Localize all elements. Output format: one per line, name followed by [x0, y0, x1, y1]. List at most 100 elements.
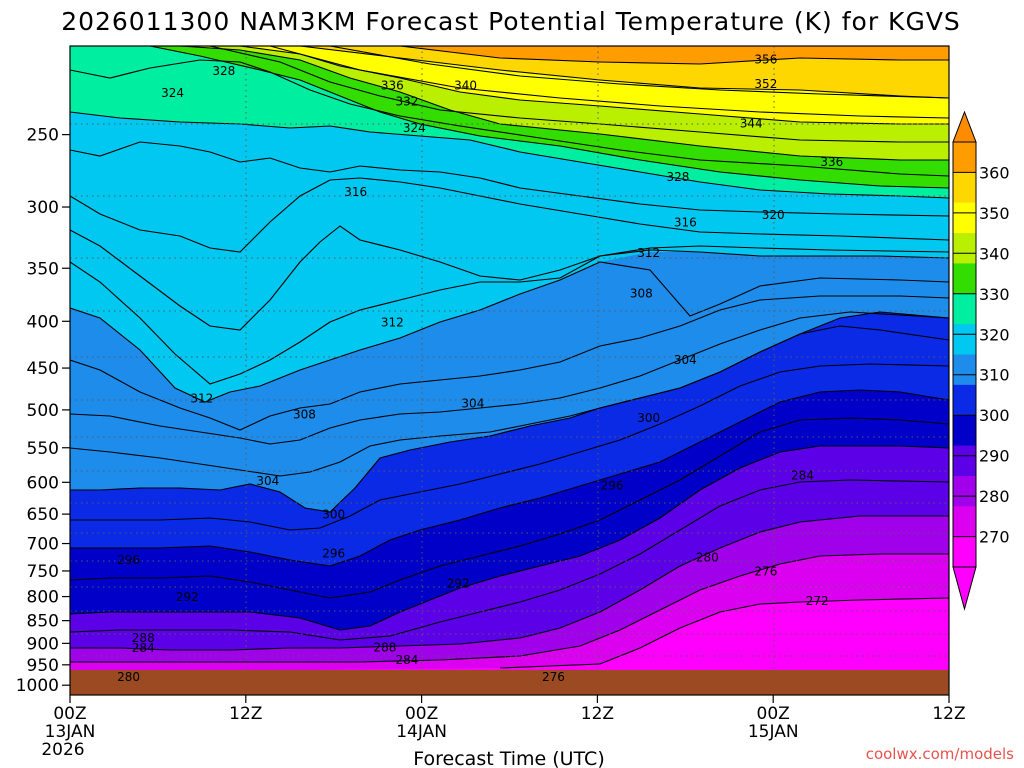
- colorbar-swatch: [953, 263, 976, 295]
- contour-label: 308: [293, 408, 316, 422]
- contour-line: [239, 46, 949, 125]
- contour-label: 308: [630, 287, 653, 301]
- contour-label: 304: [256, 474, 279, 488]
- contour-line: [149, 46, 949, 189]
- contour-label: 272: [806, 594, 829, 608]
- contour-label: 312: [190, 392, 213, 406]
- y-tick-label: 400: [27, 312, 59, 332]
- contour-label: 332: [395, 95, 418, 109]
- colorbar-swatch: [953, 324, 976, 355]
- contour-line: [70, 325, 949, 513]
- y-tick-label: 350: [27, 259, 59, 279]
- contour-label: 304: [461, 397, 484, 411]
- credit-link[interactable]: coolwx.com/models: [866, 745, 1014, 763]
- contour-line: [70, 311, 949, 445]
- colorbar-swatch: [953, 506, 976, 538]
- contour-label: 352: [754, 77, 777, 91]
- x-tick-label: 00Z: [757, 704, 790, 724]
- y-tick-label: 800: [27, 588, 59, 608]
- colorbar-label: 280: [979, 487, 1010, 506]
- contour-label: 288: [374, 641, 397, 655]
- contour-label: 344: [740, 116, 763, 130]
- contour-label: 284: [395, 653, 418, 667]
- contour-line: [70, 177, 949, 253]
- contour-label: 284: [791, 469, 814, 483]
- contour-label: 340: [454, 79, 477, 93]
- colorbar-label: 310: [979, 366, 1010, 385]
- contour-line: [70, 479, 949, 641]
- y-tick-label: 750: [27, 562, 59, 582]
- contour-line: [499, 597, 949, 669]
- colorbar-swatch: [953, 475, 976, 507]
- x-tick-label: 12Z: [932, 704, 965, 724]
- y-tick-label: 900: [27, 634, 59, 654]
- colorbar-swatch: [953, 233, 976, 264]
- contour-line: [70, 249, 949, 385]
- colorbar-arrow-top: [952, 110, 977, 143]
- contour-line: [70, 389, 949, 567]
- colorbar-swatch: [953, 354, 976, 386]
- contour-label: 296: [601, 479, 624, 493]
- y-tick-label: 850: [27, 612, 59, 632]
- contour-label: 296: [117, 553, 140, 567]
- contour-line: [399, 46, 949, 65]
- contour-label: 280: [696, 550, 719, 564]
- y-axis: 2503003504004505005506006507007508008509…: [16, 126, 70, 696]
- colorbar-label: 350: [979, 204, 1010, 223]
- colorbar-label: 340: [979, 244, 1010, 263]
- colorbar-swatch: [953, 445, 976, 477]
- colorbar-label: 330: [979, 285, 1010, 304]
- contour-lines: [70, 46, 949, 669]
- plot-area: 356 352 344 336 328 340 336 332 328 324 324 316 320 3…: [70, 46, 949, 695]
- contour-line: [70, 261, 949, 403]
- ground-surface: [70, 670, 949, 695]
- contour-label: 288: [132, 631, 155, 645]
- contour-label: 328: [667, 170, 690, 184]
- contour-line: [70, 363, 949, 531]
- colorbar-label: 320: [979, 325, 1010, 344]
- contour-label: 300: [637, 411, 660, 425]
- contour-label: 284: [132, 641, 155, 655]
- colorbar-swatch: [953, 415, 976, 447]
- contour-label: 276: [754, 564, 777, 578]
- contour-label: 324: [161, 86, 184, 100]
- contour-line: [70, 553, 949, 663]
- contour-label: 316: [674, 216, 697, 230]
- contour-line: [70, 295, 949, 431]
- x-tick-label: 00Z: [53, 704, 86, 724]
- contour-label: 320: [762, 208, 785, 222]
- colorbar-swatch: [953, 293, 976, 325]
- contour-label: 280: [117, 670, 140, 684]
- contour-line: [70, 417, 949, 599]
- y-tick-label: 300: [27, 198, 59, 218]
- contour-labels: 356 352 344 336 328 340 336 332 328 324 324 316 320 3…: [117, 53, 843, 685]
- contour-line: [70, 111, 949, 199]
- contour-label: 328: [212, 64, 235, 78]
- colorbar-swatch: [953, 142, 976, 173]
- contour-line: [70, 225, 949, 331]
- contour-label: 316: [344, 185, 367, 199]
- contour-label: 356: [754, 53, 777, 67]
- y-tick-label: 1000: [16, 676, 59, 696]
- y-tick-label: 500: [27, 401, 59, 421]
- contour-label: 292: [176, 590, 199, 604]
- x-tick-date: 13JAN: [45, 722, 96, 742]
- contour-line: [70, 445, 949, 631]
- y-tick-label: 450: [27, 359, 59, 379]
- colorbar-label: 270: [979, 528, 1010, 547]
- chart-title: 2026011300 NAM3KM Forecast Potential Tem…: [61, 7, 961, 36]
- colorbar-label: 300: [979, 406, 1010, 425]
- contour-label: 312: [637, 246, 660, 260]
- contour-label: 324: [403, 121, 426, 135]
- contour-label: 336: [381, 79, 404, 93]
- contour-line: [70, 515, 949, 651]
- y-tick-label: 550: [27, 439, 59, 459]
- x-tick-label: 00Z: [405, 704, 438, 724]
- colorbar-arrow-bottom: [952, 566, 977, 611]
- colorbar-frame: [952, 141, 977, 568]
- colorbar-swatch: [953, 536, 976, 568]
- plot-frame: [69, 45, 950, 696]
- y-tick-label: 950: [27, 656, 59, 676]
- grid: [70, 46, 949, 670]
